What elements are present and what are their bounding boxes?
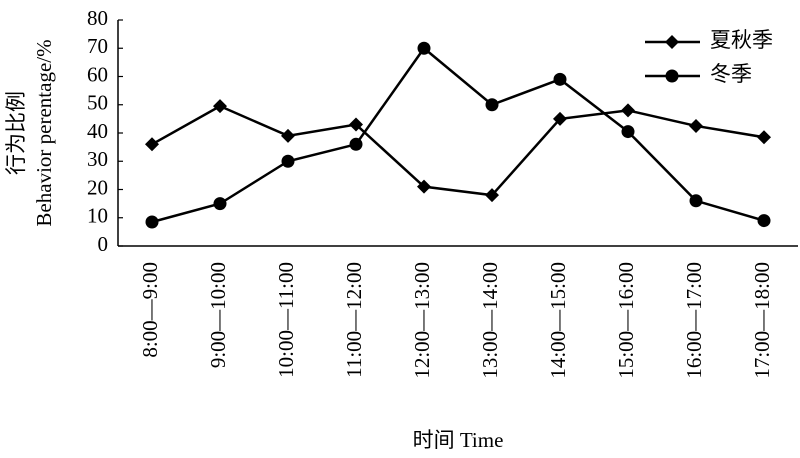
point [485,98,499,112]
point [485,188,499,203]
y-tick-label: 80 [87,6,108,30]
point [553,111,567,126]
series-line [151,46,765,224]
point [145,137,159,152]
series-line [151,104,765,197]
y-tick-label: 40 [87,119,108,143]
x-tick-label: 9:00—10:00 [206,262,230,368]
point [349,137,363,151]
x-tick-label: 8:00—9:00 [138,262,162,358]
x-tick-label: 13:00—14:00 [478,262,502,379]
legend-label: 夏秋季 [710,28,773,52]
point [281,154,295,168]
x-tick-label: 14:00—15:00 [546,262,570,379]
point [757,214,771,228]
x-tick-label: 10:00—11:00 [274,262,298,378]
point [757,130,771,145]
y-axis-title-en: Behavior perentage/% [32,39,56,226]
point [689,194,703,208]
y-tick-label: 50 [87,91,108,115]
point [213,197,227,211]
x-tick-label: 11:00—12:00 [342,262,366,378]
x-tick-label: 12:00—13:00 [410,262,434,379]
point [621,103,635,118]
point [689,118,703,133]
x-tick-label: 17:00—18:00 [750,262,774,379]
point [417,179,431,194]
point [417,41,431,55]
point [213,99,227,114]
y-tick-label: 30 [87,147,108,171]
y-axis-title-cn: 行为比例 [4,91,28,175]
y-tick-label: 60 [87,62,108,86]
y-tick-label: 0 [98,232,109,256]
point [553,72,567,86]
point [621,125,635,139]
point [349,117,363,132]
legend-marker [665,69,679,83]
x-axis-title: 时间 Time [413,428,504,452]
y-tick-label: 10 [87,204,108,228]
y-tick-label: 20 [87,175,108,199]
point [281,128,295,143]
legend-label: 冬季 [710,62,752,86]
y-tick-label: 70 [87,34,108,58]
legend-marker [665,35,679,49]
x-tick-label: 16:00—17:00 [682,262,706,379]
point [145,215,159,229]
x-tick-label: 15:00—16:00 [614,262,638,379]
